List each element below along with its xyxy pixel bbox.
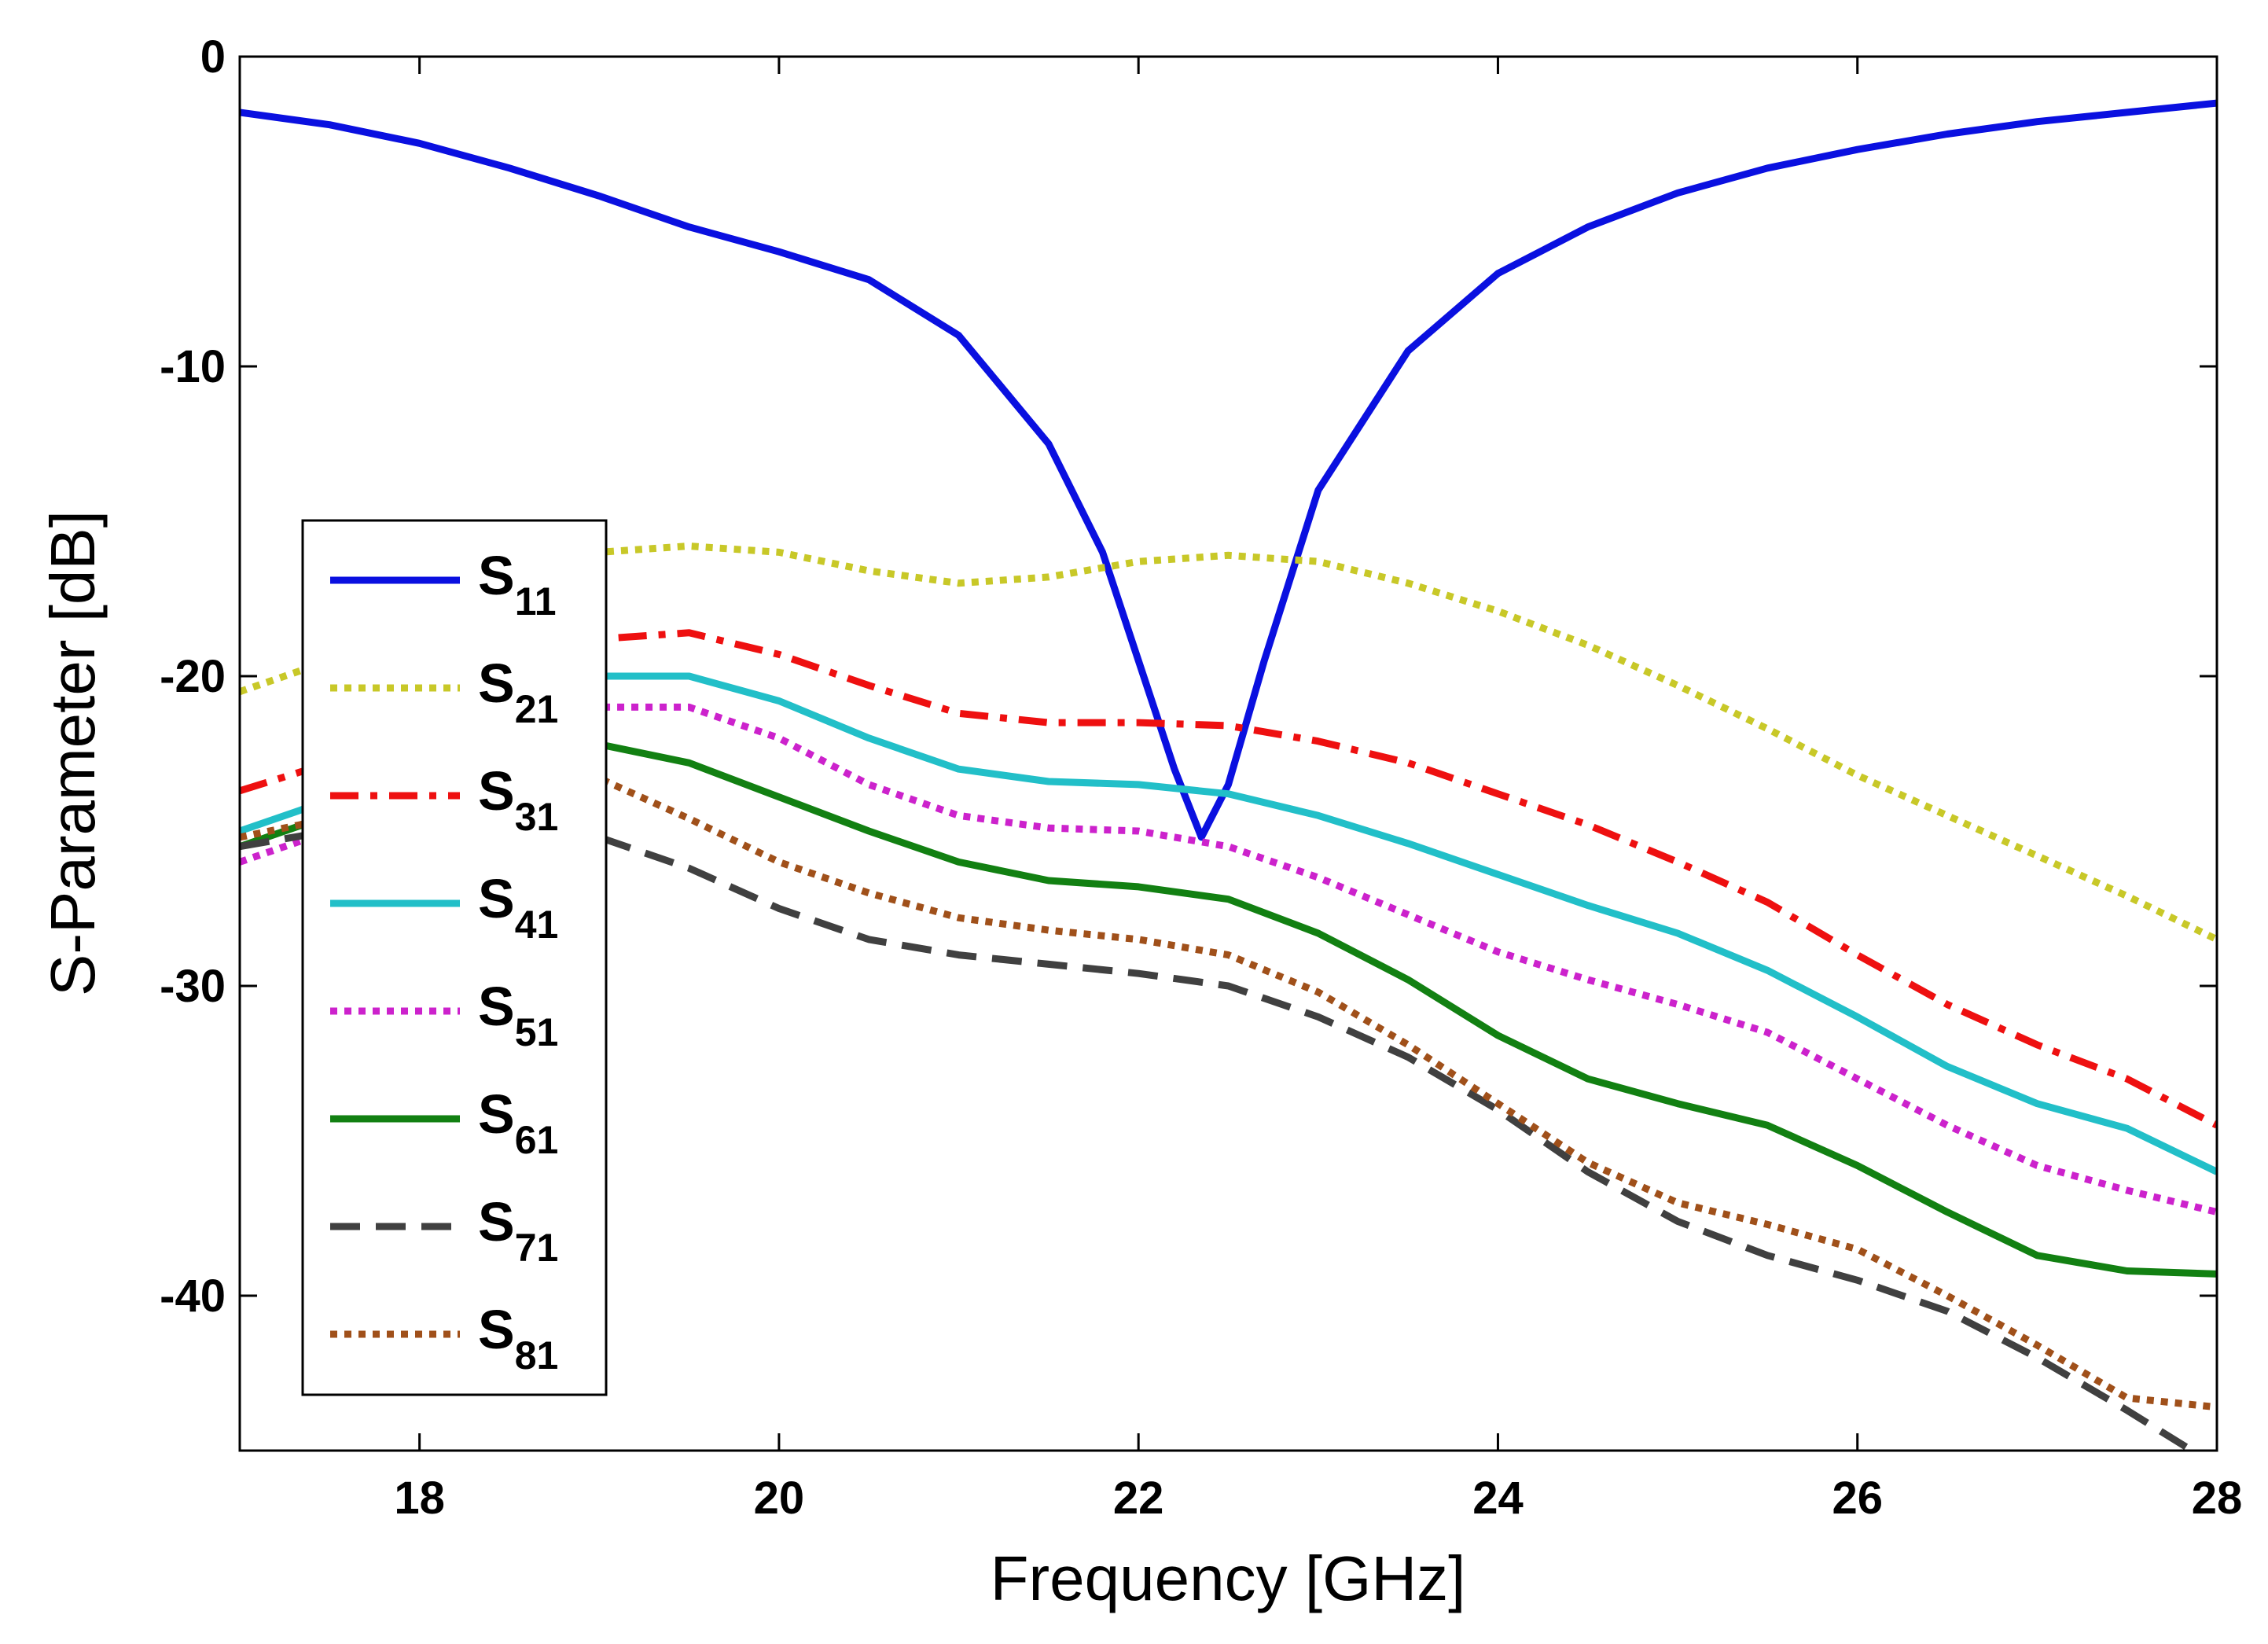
legend-label-base: S (478, 760, 515, 822)
legend-entry-s71: S71 (330, 1191, 558, 1270)
legend-box (301, 519, 608, 1396)
legend-label-base: S (478, 545, 515, 606)
y-tick-label: -40 (160, 1271, 226, 1322)
legend-label-base: S (478, 1083, 515, 1145)
legend-label: S71 (478, 1191, 558, 1270)
legend-label: S51 (478, 976, 558, 1054)
x-tick-label: 24 (1472, 1473, 1524, 1524)
legend-label: S31 (478, 760, 558, 839)
legend-label-base: S (478, 1299, 515, 1360)
x-tick-label: 28 (2192, 1473, 2243, 1524)
legend-entry-s21: S21 (330, 653, 558, 731)
legend-label-base: S (478, 653, 515, 714)
legend-label-sub: 51 (515, 1010, 559, 1054)
legend-entry-s11: S11 (330, 545, 557, 623)
legend-label-base: S (478, 1191, 515, 1252)
y-tick-label: 0 (200, 31, 226, 83)
y-axis-label: S-Parameter [dB] (38, 510, 108, 996)
plot-frame (238, 55, 2218, 1452)
y-tick-label: -30 (160, 961, 226, 1012)
series-line-s11 (240, 99, 2217, 841)
series-line-s81 (240, 774, 2217, 1411)
legend-entry-s51: S51 (330, 976, 558, 1054)
x-tick-label: 22 (1113, 1473, 1164, 1524)
legend-entry-s61: S61 (330, 1083, 558, 1162)
legend-label-base: S (478, 976, 515, 1037)
legend-label-sub: 41 (515, 903, 559, 947)
legend-label-sub: 71 (515, 1226, 559, 1270)
legend-entry-s31: S31 (330, 760, 558, 839)
legend-label-base: S (478, 868, 515, 929)
legend-label: S21 (478, 653, 558, 731)
legend-label: S61 (478, 1083, 558, 1162)
legend-label-sub: 11 (515, 579, 557, 623)
legend-label-sub: 31 (515, 795, 559, 839)
x-tick-label: 26 (1832, 1473, 1883, 1524)
y-tick-label: -10 (160, 341, 226, 392)
x-tick-label: 18 (394, 1473, 445, 1524)
legend-entry-s81: S81 (330, 1299, 558, 1377)
legend-label-sub: 81 (515, 1333, 559, 1377)
legend-label: S81 (478, 1299, 558, 1377)
x-axis-label: Frequency [GHz] (991, 1543, 1466, 1613)
x-tick-label: 20 (754, 1473, 805, 1524)
legend-entry-s41: S41 (330, 868, 558, 947)
legend-label: S41 (478, 868, 558, 947)
legend-label-sub: 21 (515, 687, 559, 731)
legend-label-sub: 61 (515, 1118, 559, 1162)
legend-label: S11 (478, 545, 557, 623)
y-tick-label: -20 (160, 651, 226, 702)
